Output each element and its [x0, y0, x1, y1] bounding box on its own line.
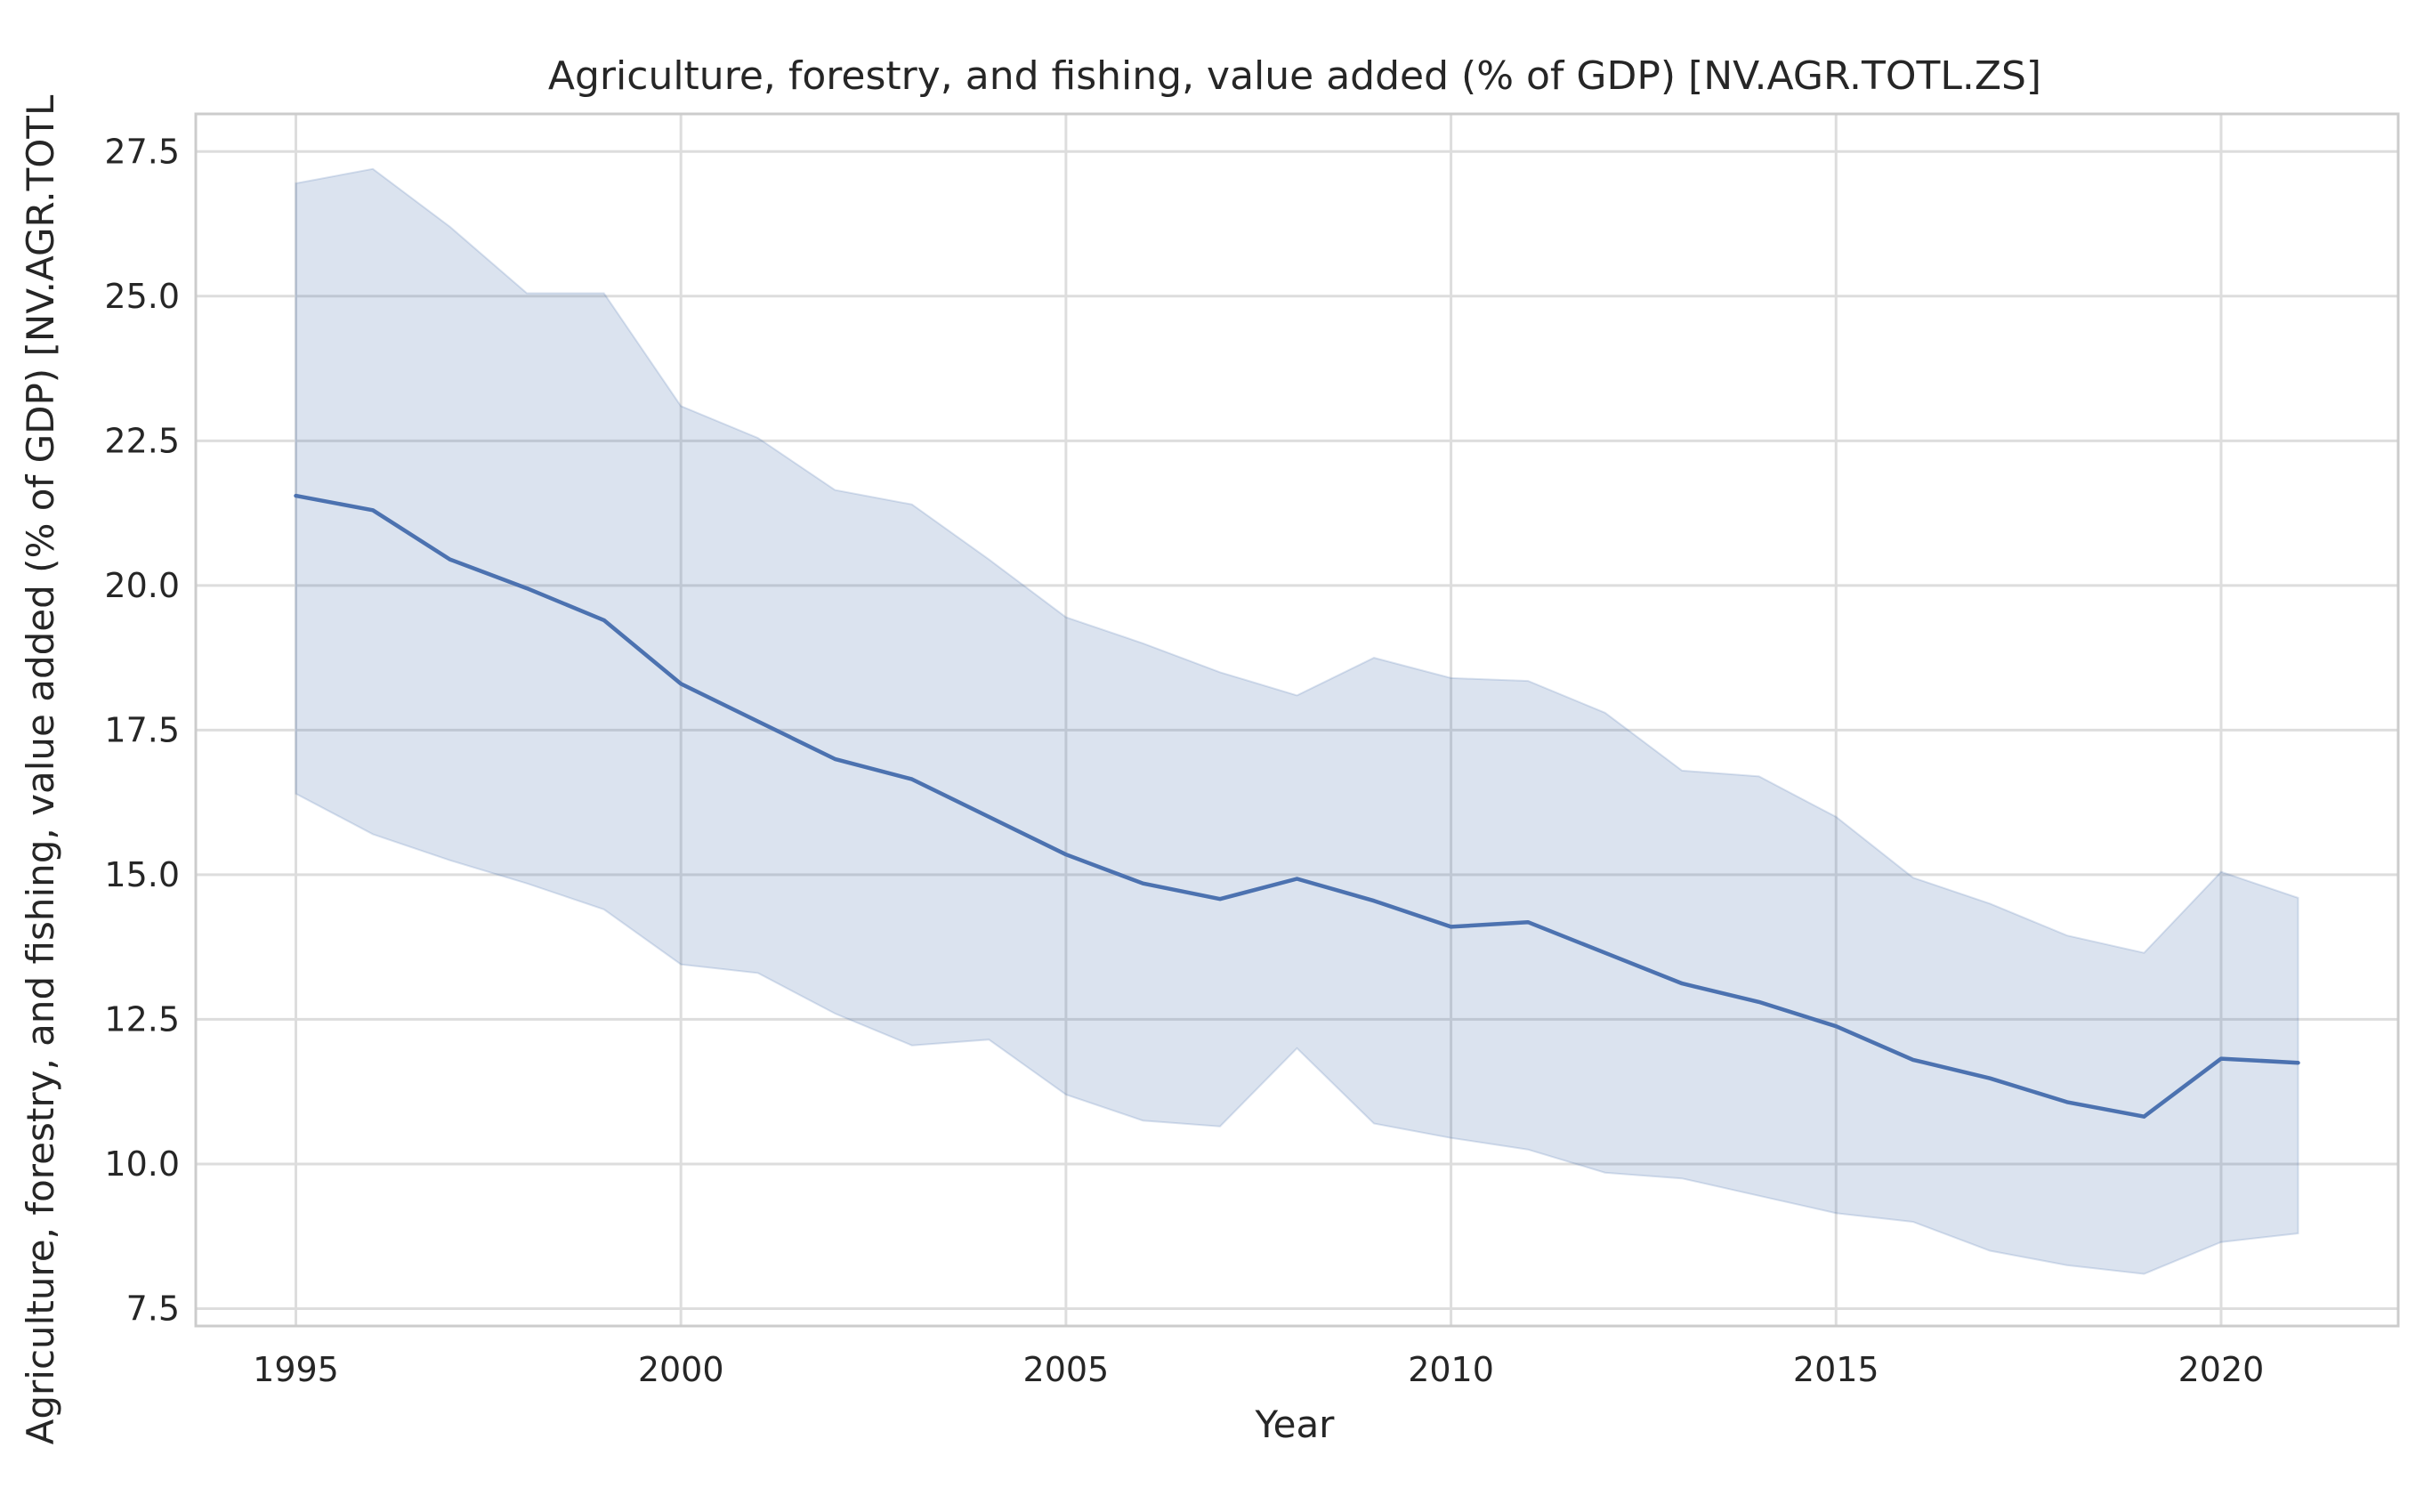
- x-tick-label: 2020: [2178, 1350, 2265, 1389]
- series-line: [294, 493, 2300, 1119]
- y-tick-label: 25.0: [104, 277, 180, 316]
- y-axis-title: Agriculture, forestry, and fishing, valu…: [19, 94, 62, 1444]
- x-axis-title: Year: [1255, 1403, 1336, 1446]
- x-tick-label: 2000: [638, 1350, 724, 1389]
- y-tick-label: 12.5: [104, 999, 180, 1039]
- x-tick-label: 2010: [1408, 1350, 1494, 1389]
- y-tick-label: 22.5: [104, 421, 180, 460]
- chart-title: Agriculture, forestry, and fishing, valu…: [548, 53, 2041, 99]
- series-line-layer: [294, 493, 2300, 1119]
- confidence-band-layer: [295, 167, 2299, 1275]
- y-tick-labels: 7.5 10.0 12.5 15.0 17.5 20.0 22.5 25.0 27.5: [104, 132, 180, 1328]
- plot-frame: [194, 112, 2400, 1328]
- y-tick-label: 27.5: [104, 132, 180, 171]
- x-tick-label: 2015: [1793, 1350, 1879, 1389]
- x-tick-label: 1995: [253, 1350, 339, 1389]
- y-tick-label: 15.0: [104, 855, 180, 894]
- y-tick-label: 10.0: [104, 1144, 180, 1184]
- y-tick-label: 20.0: [104, 566, 180, 605]
- y-tick-label: 7.5: [126, 1289, 180, 1328]
- grid: [196, 114, 2398, 1326]
- y-tick-label: 17.5: [104, 710, 180, 749]
- x-tick-labels: 1995 2000 2005 2010 2015 2020: [253, 1350, 2264, 1389]
- x-tick-label: 2005: [1023, 1350, 1110, 1389]
- confidence-band: [295, 167, 2299, 1275]
